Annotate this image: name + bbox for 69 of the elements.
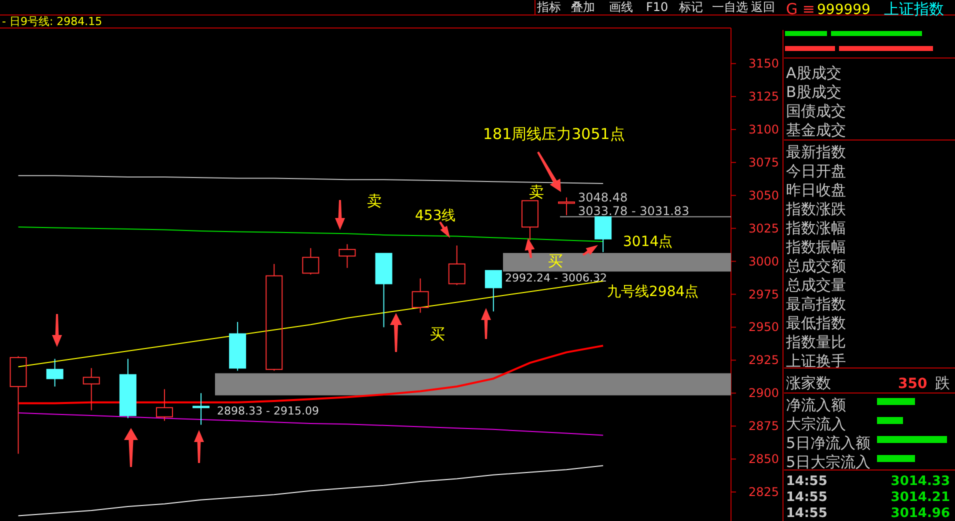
y-tick-label: 3075 <box>748 155 779 170</box>
band-label: 2898.33 - 2915.09 <box>217 404 319 418</box>
text: 3014.21 <box>890 490 950 505</box>
text: 指标 <box>536 0 561 14</box>
text: 总成交量 <box>785 276 846 294</box>
y-tick-label: 2875 <box>748 419 779 434</box>
text: 国债成交 <box>786 102 846 120</box>
y-tick-label: 2825 <box>748 485 779 499</box>
text: G ≡ <box>786 0 815 18</box>
annotation: 卖 <box>529 183 544 201</box>
annotation: 买 <box>548 252 563 270</box>
text: 最高指数 <box>786 295 846 313</box>
annotation: 181周线压力3051点 <box>483 125 625 143</box>
text: 昨日收盘 <box>786 181 846 199</box>
text: 指数量比 <box>785 333 846 351</box>
text: B股成交 <box>786 83 842 101</box>
text: 指数涨跌 <box>785 200 846 218</box>
line-series <box>18 465 604 516</box>
annotation: 九号线2984点 <box>607 284 699 300</box>
text: 14:55 <box>786 474 828 489</box>
ref-line-label: 3033.78 - 3031.83 <box>578 204 690 218</box>
text: 一自选 <box>712 0 748 14</box>
y-tick-label: 3000 <box>748 254 779 268</box>
annotation: 453线 <box>415 208 456 224</box>
text: F10 <box>646 0 668 14</box>
text: 3014.33 <box>890 474 950 489</box>
text: 叠加 <box>571 0 595 14</box>
annotation: 3048.48 <box>578 190 628 204</box>
text: 5日净流入额 <box>786 434 871 452</box>
text: 350 <box>898 376 928 392</box>
y-tick-label: 2850 <box>748 452 779 466</box>
annotation: 卖 <box>367 192 382 210</box>
text: 14:55 <box>786 506 828 521</box>
title: - 日9号线: 2984.15 <box>2 15 102 28</box>
text: 999999 <box>817 2 870 18</box>
line-series <box>18 175 604 184</box>
text: 3014.96 <box>890 506 950 521</box>
text: 总成交额 <box>785 257 846 275</box>
y-tick-label: 2950 <box>748 320 779 334</box>
text: 跌 <box>935 374 950 392</box>
text: 大宗流入 <box>786 415 846 433</box>
text: 基金成交 <box>786 121 846 139</box>
annotation: 买 <box>430 325 445 343</box>
text: 标记 <box>678 0 703 14</box>
annotation: 3014点 <box>623 234 673 250</box>
band-label: 2992.24 - 3006.32 <box>505 272 607 285</box>
text: 5日大宗流入 <box>786 453 871 471</box>
y-tick-label: 2925 <box>748 353 779 368</box>
y-tick-label: 3025 <box>748 221 779 236</box>
text: A股成交 <box>786 64 842 82</box>
y-tick-label: 3150 <box>748 56 779 71</box>
text: 返回 <box>751 0 775 14</box>
text: 涨家数 <box>786 374 831 392</box>
y-tick-label: 2975 <box>748 287 779 302</box>
y-tick-label: 3100 <box>748 122 779 136</box>
y-tick-label: 3050 <box>748 188 779 202</box>
y-tick-label: 3125 <box>748 90 779 104</box>
text: 指数涨幅 <box>785 219 846 237</box>
text: 画线 <box>609 0 633 14</box>
text: 最低指数 <box>786 314 846 332</box>
text: 上证换手 <box>786 352 846 370</box>
text: 净流入额 <box>786 396 846 414</box>
text: 最新指数 <box>786 143 846 161</box>
y-tick-label: 2900 <box>748 386 779 400</box>
text: 指数振幅 <box>785 238 846 256</box>
text: 今日开盘 <box>786 162 846 180</box>
text: 上证指数 <box>884 0 944 18</box>
line-series <box>17 344 604 404</box>
text: 14:55 <box>786 490 828 505</box>
